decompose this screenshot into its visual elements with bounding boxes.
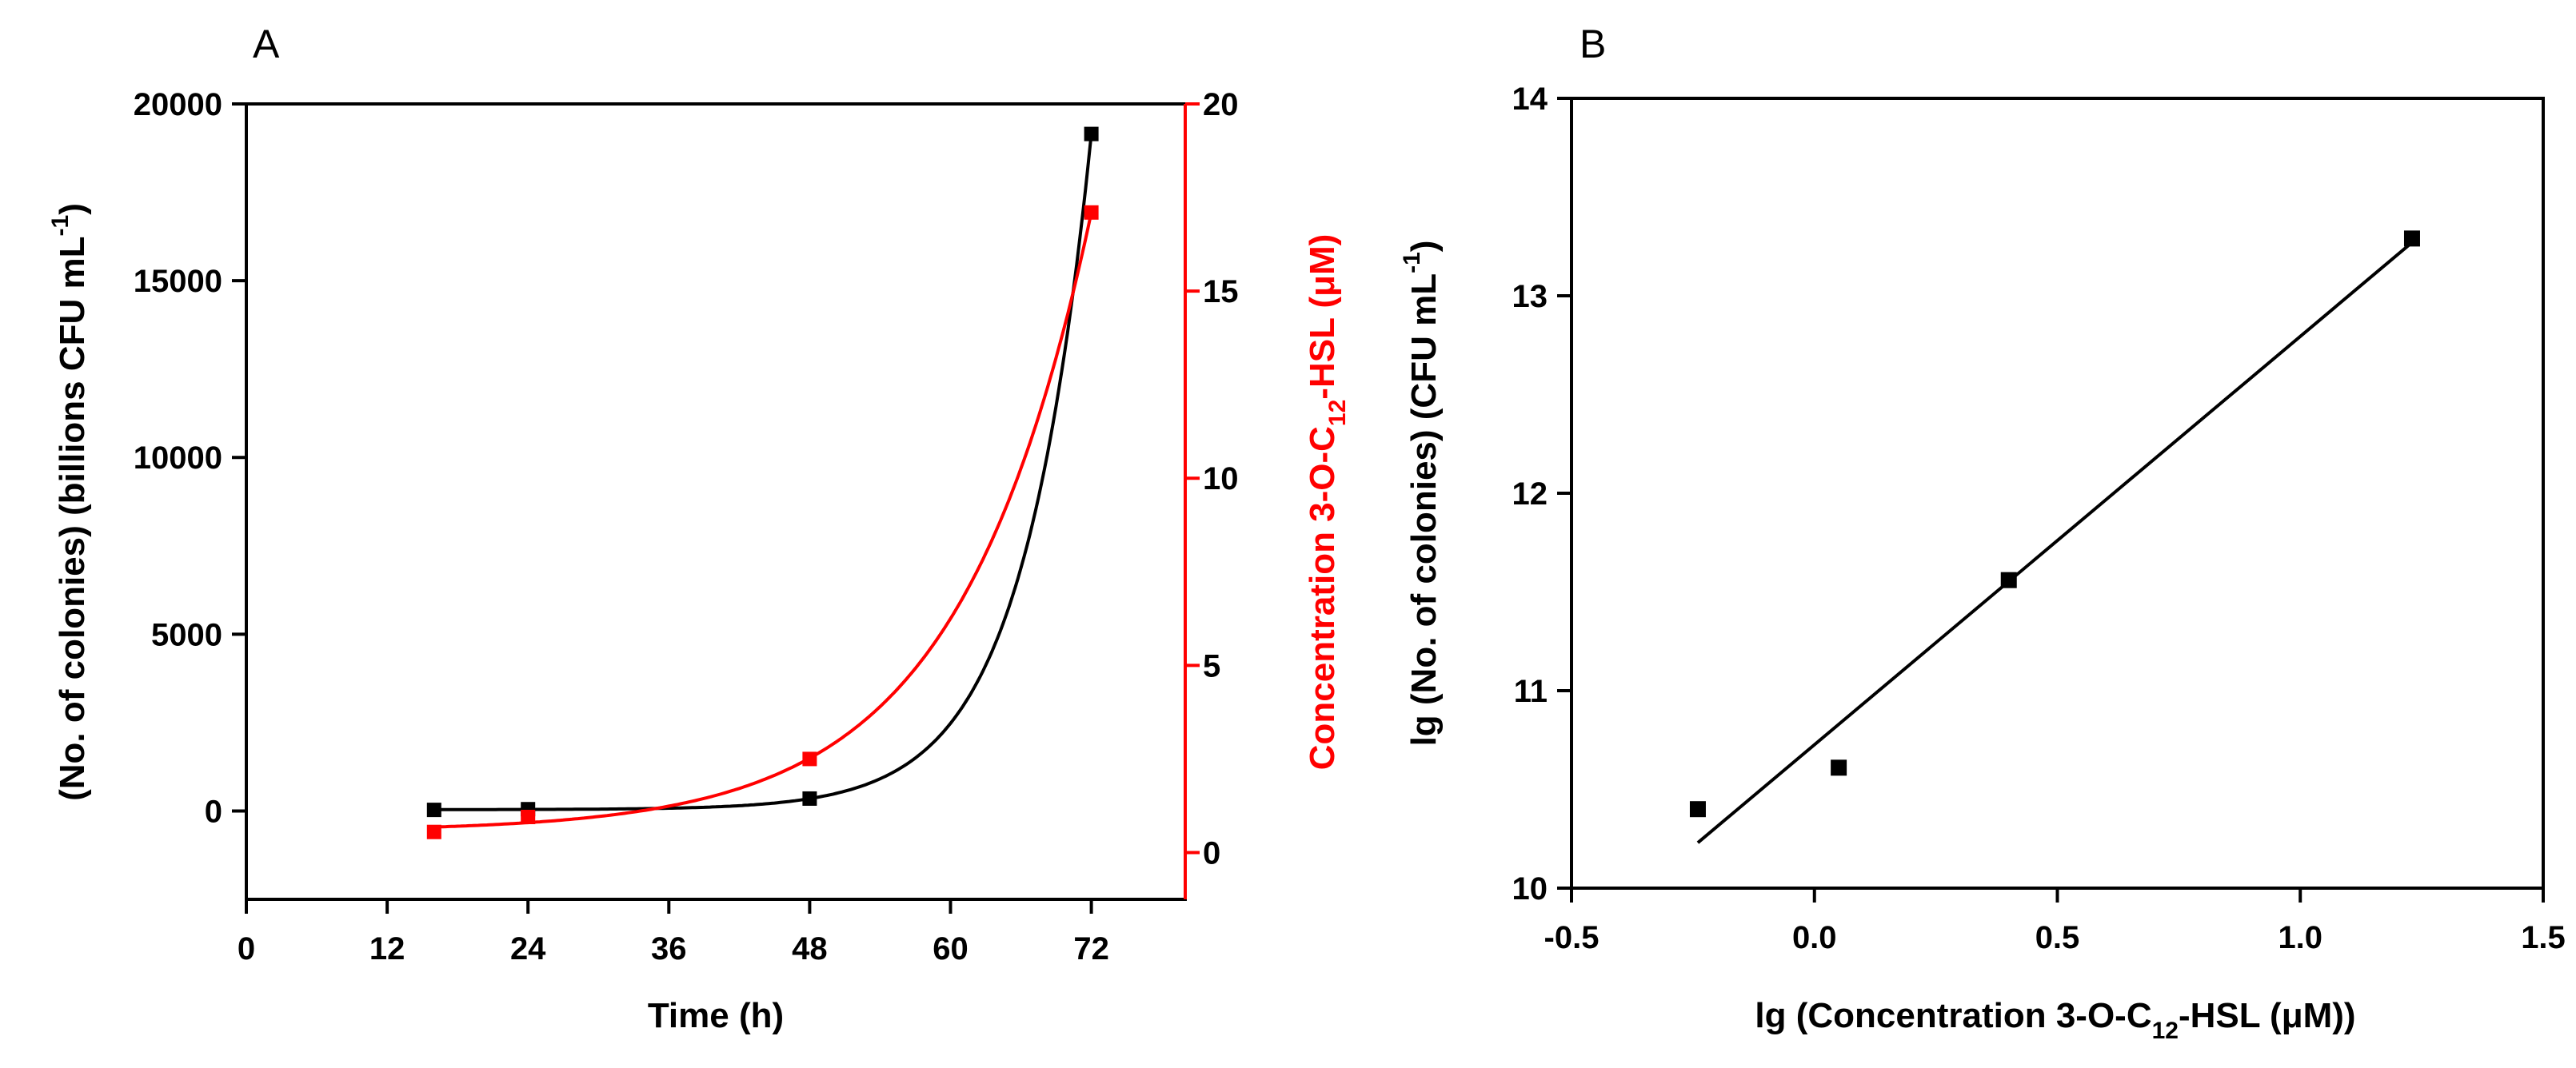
panel-a-data-point [426,824,441,839]
panel-b-data-point [2000,572,2017,588]
panel-a-data-point [1084,126,1099,141]
panel-a-y2-tick-label: 15 [1203,274,1239,309]
panel-b-x-tick-label: 1.5 [2521,920,2566,955]
panel-a-x-tick-label: 24 [510,931,546,966]
panel-a-y2-tick-label: 0 [1203,835,1220,871]
panel-b-y-tick-label: 11 [1514,674,1548,709]
panel-a-y2-tick-label: 5 [1203,648,1220,683]
panel-a-plot-frame [245,102,1187,901]
panel-a-y-axis-title: (No. of colonies) (billions CFU mL-1) [47,203,92,801]
panel-a-y-tick-label: 20000 [134,87,222,122]
panel-a-fit-curve [433,212,1093,829]
panel-a-x-tick-label: 0 [238,931,255,966]
panel-a-data-point [1084,205,1099,220]
panel-a-data-point [802,791,817,806]
panel-a-x-tick-label: 36 [651,931,687,966]
panel-a-y2-tick-label: 10 [1203,461,1239,496]
panel-b-fit-line [1696,241,2414,844]
panel-b-x-tick-label: 0.5 [2035,920,2080,955]
panel-b-x-axis: -0.5 0.0 0.5 1.0 1.5 [1544,888,2566,955]
panel-b-data-point [1831,759,1847,776]
panel-b-x-axis-title: lg (Concentration 3-O-C12-HSL (μM)) [1755,996,2355,1044]
panel-b-label: B [1580,22,1606,66]
panel-b-x-tick-label: 0.0 [1792,920,1837,955]
panel-b-data-point [1689,801,1706,818]
panel-b-fit-line-segment [1696,241,2414,844]
panel-b-data-points [1689,230,2420,818]
panel-a-x-tick-label: 48 [792,931,828,966]
panel-a-label: A [253,22,280,66]
panel-b-x-tick-label: -0.5 [1544,920,1600,955]
panel-b-y-tick-label: 10 [1512,871,1548,907]
panel-b-x-tick-label: 1.0 [2278,920,2322,955]
panel-a-data-point [426,803,441,818]
panel-a-data-point [802,751,817,767]
panel-b-plot-frame [1570,97,2545,890]
panel-a-x-tick-label: 12 [369,931,405,966]
panel-a-y-tick-label: 0 [205,794,222,829]
panel-a-y2-tick-label: 20 [1203,87,1239,122]
panel-a-data-points [426,126,1099,839]
panel-a-y2-axis: 0 5 10 15 20 [1184,87,1239,899]
panel-b-y-axis: 10 11 12 13 14 [1512,82,1572,907]
panel-a-y-tick-label: 15000 [134,264,222,299]
panel-a-fit-curves [433,134,1093,829]
panel-a-x-tick-label: 60 [933,931,968,966]
panel-a: A 0 12 24 36 48 60 72 0 5000 10000 15000 20000 0 5 1… [47,22,1351,1035]
panel-a-x-axis: 0 12 24 36 48 60 72 [238,899,1109,966]
panel-a-y-axis: 0 5000 10000 15000 20000 [134,87,246,829]
panel-a-fit-curve [433,134,1093,811]
panel-b-y-axis-title: lg (No. of colonies) (CFU mL-1) [1399,241,1444,747]
panel-b-y-tick-label: 13 [1512,279,1548,314]
panel-a-x-axis-title: Time (h) [648,996,784,1035]
panel-b-data-point [2403,230,2420,247]
panel-b-y-tick-label: 12 [1512,476,1548,512]
panel-a-y2-axis-title: Concentration 3-O-C12-HSL (μM) [1303,234,1351,771]
panel-a-y-tick-label: 5000 [151,617,222,652]
panel-a-y-tick-label: 10000 [134,440,222,476]
panel-b: B -0.5 0.0 0.5 1.0 1.5 10 11 12 13 14 lg (Concen… [1399,22,2566,1044]
panel-a-data-point [521,809,536,824]
panel-a-x-tick-label: 72 [1073,931,1109,966]
panel-b-y-tick-label: 14 [1512,82,1548,117]
